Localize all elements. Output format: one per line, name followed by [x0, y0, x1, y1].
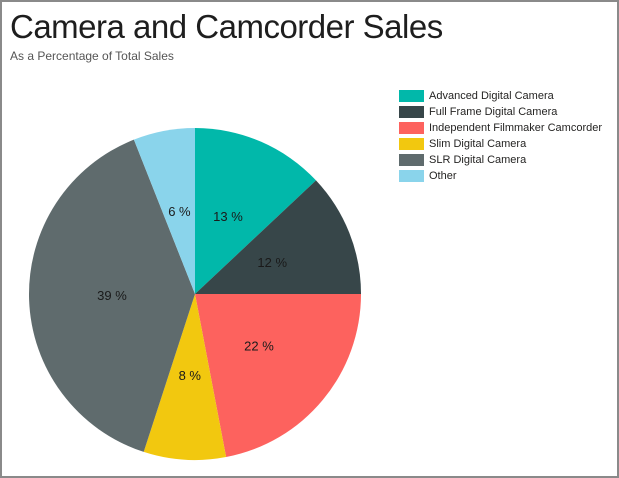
legend-item-label: SLR Digital Camera [429, 154, 527, 166]
legend-item-label: Slim Digital Camera [429, 138, 527, 150]
legend-swatch-icon [399, 90, 424, 102]
legend-swatch-icon [399, 106, 424, 118]
legend-item-label: Full Frame Digital Camera [429, 106, 558, 118]
pie-slice-independent-filmmaker-camcorder[interactable] [195, 294, 361, 458]
legend-swatch-icon [399, 154, 424, 166]
legend: Advanced Digital Camera Full Frame Digit… [399, 90, 602, 182]
legend-item-label: Other [429, 170, 457, 182]
legend-item-label: Advanced Digital Camera [429, 90, 554, 102]
pie-slice-slim-digital-camera[interactable] [143, 294, 227, 461]
chart-subtitle: As a Percentage of Total Sales [10, 49, 174, 64]
legend-item-label: Independent Filmmaker Camcorder [429, 122, 603, 134]
pie-slice-other[interactable] [133, 128, 195, 294]
legend-item-independent-filmmaker-camcorder[interactable]: Independent Filmmaker Camcorder [399, 122, 602, 134]
pie-slice-slr-digital-camera[interactable] [28, 139, 195, 452]
legend-item-other[interactable]: Other [399, 170, 602, 182]
legend-item-full-frame-digital-camera[interactable]: Full Frame Digital Camera [399, 106, 602, 118]
chart-header: Camera and Camcorder Sales As a Percenta… [10, 6, 443, 63]
legend-swatch-icon [399, 122, 424, 134]
legend-item-slr-digital-camera[interactable]: SLR Digital Camera [399, 154, 602, 166]
pie-slice-full-frame-digital-camera[interactable] [195, 180, 361, 294]
legend-item-slim-digital-camera[interactable]: Slim Digital Camera [399, 138, 602, 150]
chart-title: Camera and Camcorder Sales [10, 8, 443, 45]
pie-slice-advanced-digital-camera[interactable] [195, 128, 317, 294]
legend-swatch-icon [399, 138, 424, 150]
legend-item-advanced-digital-camera[interactable]: Advanced Digital Camera [399, 90, 602, 102]
legend-swatch-icon [399, 170, 424, 182]
